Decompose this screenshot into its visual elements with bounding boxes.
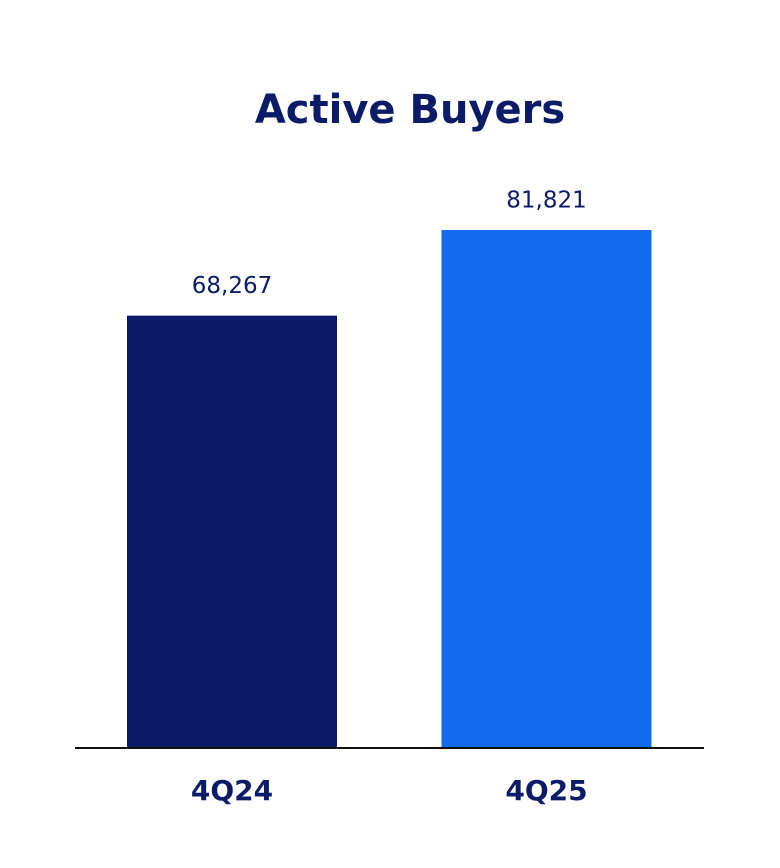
chart-title: Active Buyers — [255, 87, 565, 133]
value-label: 68,267 — [192, 273, 272, 299]
bar — [441, 230, 652, 747]
x-tick-label: 4Q25 — [505, 774, 587, 807]
x-tick-label: 4Q24 — [191, 774, 273, 807]
value-label: 81,821 — [506, 188, 586, 214]
bar — [127, 315, 337, 747]
